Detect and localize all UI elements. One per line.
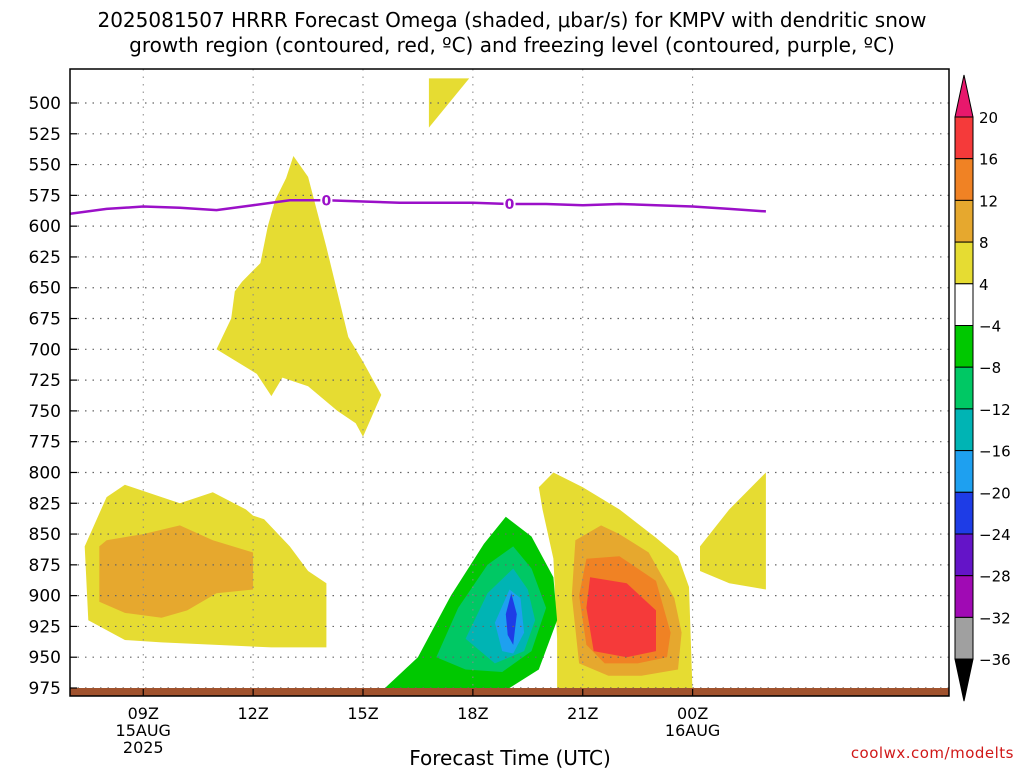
omega-region-3 [99,525,254,618]
omega-colorbar: 20 16 12 8 4 −4 −8 −12 −16 −20 −24 −28 −32 −36 [954,74,1011,702]
colorbar-label-3: 8 [979,234,989,252]
colorbar-label-6: −8 [979,359,1001,377]
y-tick-label-500: 500 [29,94,61,114]
y-tick-label-875: 875 [29,556,61,576]
x-tick-label-9-0: 09Z [128,704,159,723]
y-tick-label-650: 650 [29,279,61,299]
colorbar-box-8 [954,450,974,493]
x-tick-label-24-1: 16AUG [665,721,720,740]
x-tick-label-24-0: 00Z [677,704,708,723]
y-tick-label-725: 725 [29,371,61,391]
colorbar-label-10: −24 [979,526,1011,544]
omega-region-1 [216,156,382,437]
colorbar-label-0: 20 [979,109,998,127]
y-tick-label-625: 625 [29,248,61,268]
colorbar-box-0 [954,116,974,160]
ground-strip [70,688,949,696]
colorbar-box-10 [954,533,974,577]
omega-region-0 [428,78,470,128]
y-tick-label-575: 575 [29,186,61,206]
y-tick-label-775: 775 [29,433,61,453]
colorbar-label-1: 16 [979,151,998,169]
y-tick-label-925: 925 [29,617,61,637]
y-tick-label-800: 800 [29,463,61,483]
site-credit: coolwx.com/modelts [850,744,1014,762]
pressure-axis: 500 525 550 575 600 625 650 675 700 725 750 775 800 8… [29,94,77,699]
x-tick-label-15-0: 15Z [347,704,378,723]
omega-region-13 [505,593,517,645]
colorbar-box-11 [954,575,974,618]
x-tick-label-12-0: 12Z [237,704,268,723]
colorbar-label-8: −16 [979,443,1011,461]
colorbar-label-4: 4 [979,276,989,294]
chart-title-line-2: growth region (contoured, red, ºC) and f… [129,33,895,57]
omega-shaded-regions [84,78,766,696]
y-tick-label-600: 600 [29,217,61,237]
colorbar-box-9 [954,491,974,535]
y-tick-label-550: 550 [29,156,61,176]
x-tick-label-9-2: 2025 [123,738,164,757]
colorbar-label-5: −4 [979,318,1001,336]
colorbar-box-12 [954,616,974,660]
chart-title-line-1: 2025081507 HRRR Forecast Omega (shaded, … [97,8,927,32]
y-tick-label-750: 750 [29,402,61,422]
colorbar-box-1 [954,158,974,201]
freezing-level-line [70,199,766,216]
omega-region-7 [586,577,656,658]
y-tick-label-825: 825 [29,494,61,514]
colorbar-box-4 [954,283,974,326]
colorbar-box-2 [954,199,974,243]
y-tick-label-900: 900 [29,587,61,607]
plot-frame [69,68,950,697]
y-tick-label-950: 950 [29,648,61,668]
colorbar-label-9: −20 [979,484,1011,502]
colorbar-box-3 [954,241,974,285]
y-tick-label-975: 975 [29,679,61,699]
colorbar-label-7: −12 [979,401,1011,419]
colorbar-box-7 [954,408,974,452]
freezing-level-label-0: 0 [322,193,332,209]
colorbar-label-2: 12 [979,192,998,210]
colorbar-label-12: −32 [979,609,1011,627]
chart-title: 2025081507 HRRR Forecast Omega (shaded, … [0,8,1024,58]
y-tick-label-675: 675 [29,310,61,330]
freezing-level-label-1: 0 [505,197,515,213]
y-tick-label-700: 700 [29,340,61,360]
colorbar-top-arrow [954,74,974,118]
omega-region-8 [700,472,766,590]
colorbar-label-11: −28 [979,568,1011,586]
y-tick-label-525: 525 [29,125,61,145]
y-tick-label-850: 850 [29,525,61,545]
colorbar-label-13: −36 [979,651,1011,669]
colorbar-box-5 [954,325,974,368]
freezing-level-label-bg-0 [320,192,333,209]
x-tick-label-21-0: 21Z [567,704,598,723]
x-tick-label-9-1: 15AUG [116,721,171,740]
colorbar-box-6 [954,366,974,410]
freezing-level-label-bg-1 [503,195,516,212]
x-tick-label-18-0: 18Z [457,704,488,723]
x-axis-label: Forecast Time (UTC) [409,746,611,770]
colorbar-bottom-arrow [954,658,974,702]
